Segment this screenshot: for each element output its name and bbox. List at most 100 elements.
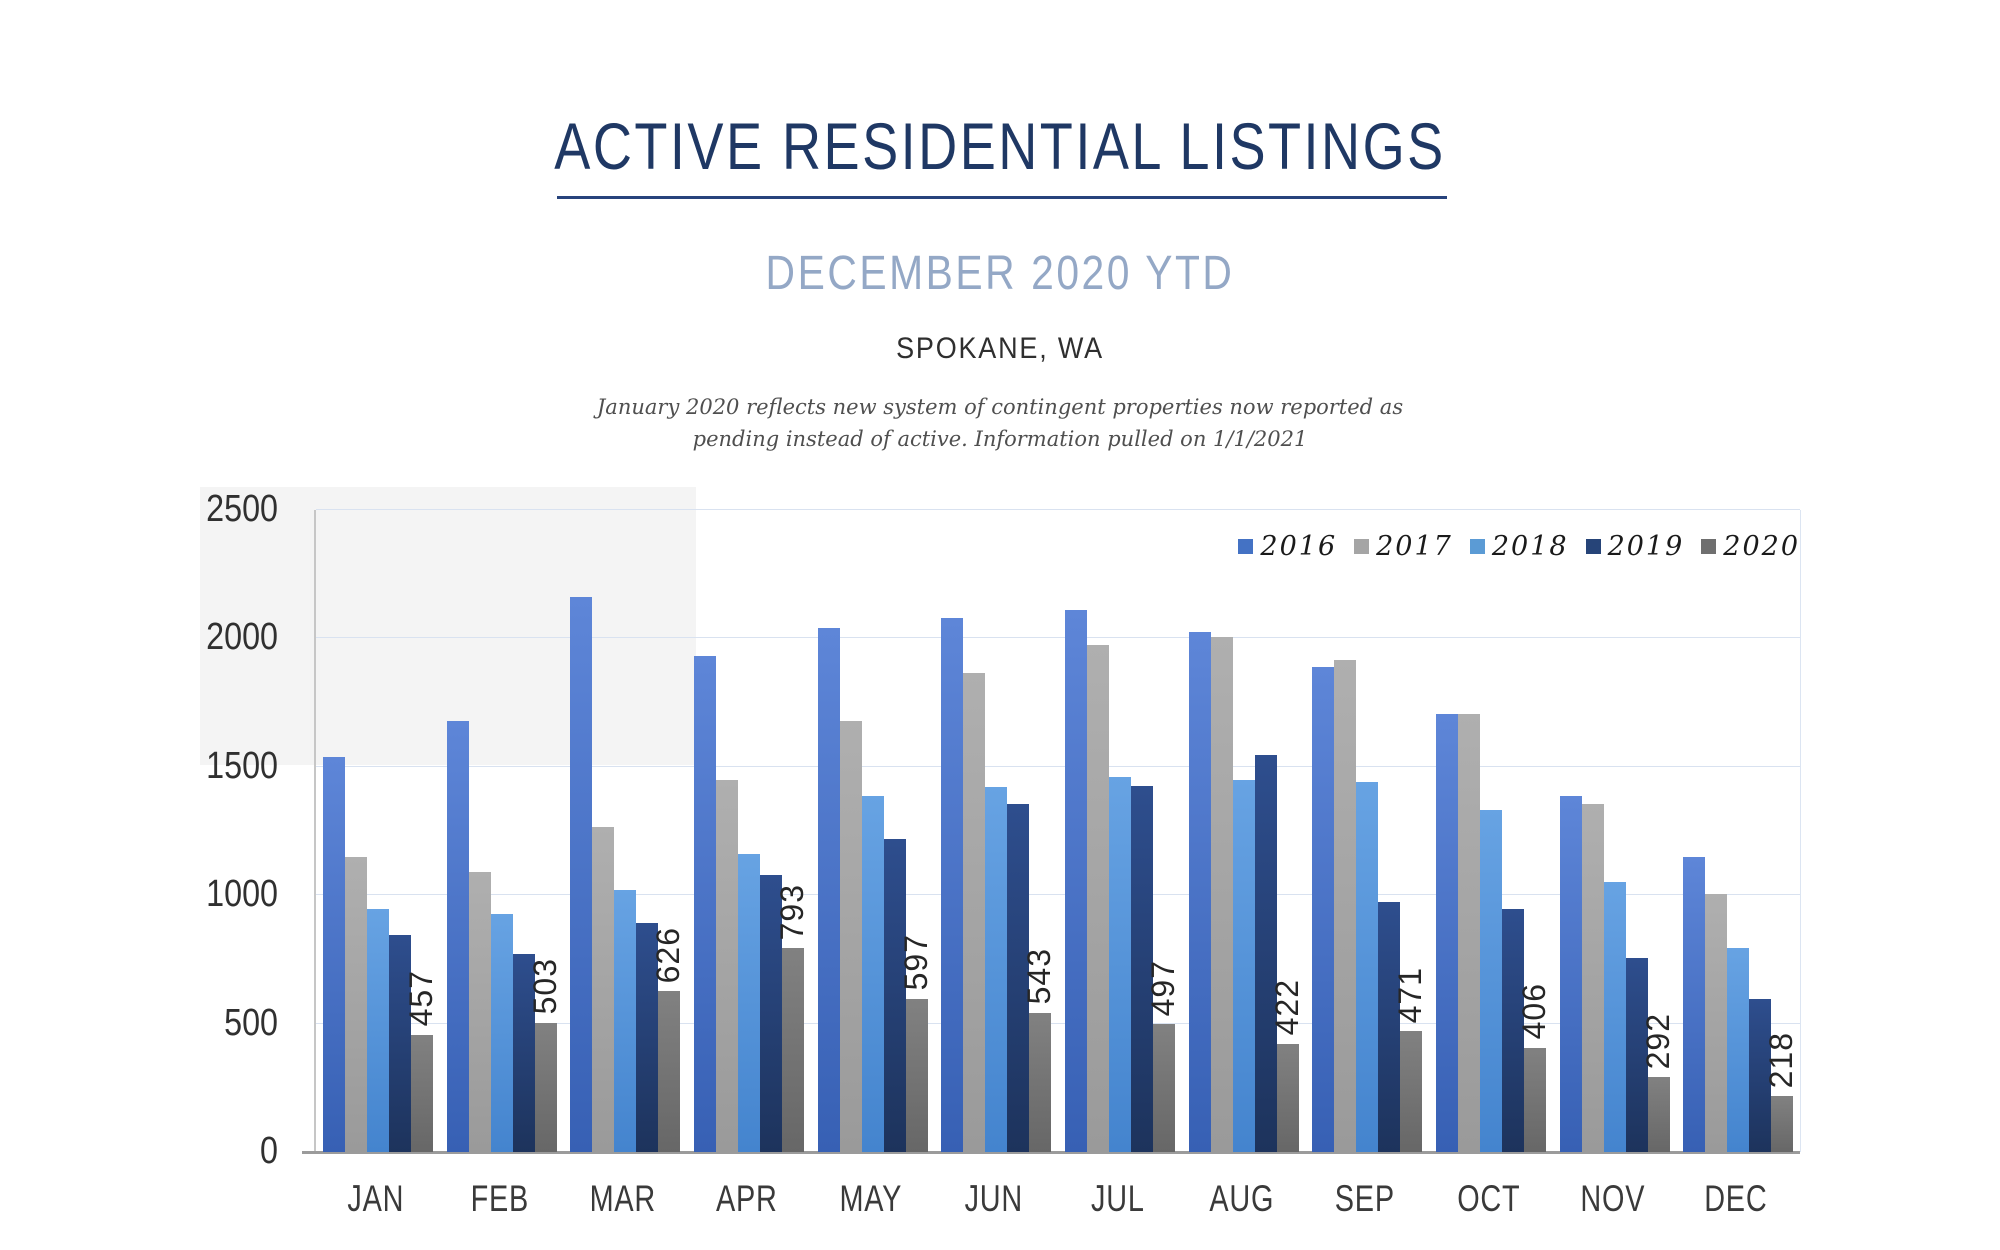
chart-subtitle: DECEMBER 2020 YTD [765,247,1235,300]
bar-2017-DEC [1705,893,1728,1152]
data-label-2020-AUG: 422 [1268,979,1305,1036]
month-label-SEP: SEP [1335,1178,1396,1219]
data-label-2020-MAY: 597 [897,934,934,991]
legend-label-2016: 2016 [1260,531,1338,562]
month-label-MAY: MAY [839,1178,902,1219]
month-label-OCT: OCT [1457,1178,1521,1219]
month-label-AUG: AUG [1209,1178,1274,1219]
bar-2017-NOV [1581,804,1604,1152]
bar-2020-JAN [410,1034,433,1152]
bar-2018-DEC [1727,947,1750,1152]
bar-2016-DEC [1683,856,1706,1152]
chart-note-line2: pending instead of active. Information p… [692,427,1308,451]
bar-2018-SEP [1356,782,1379,1152]
legend-label-2018: 2018 [1491,531,1569,562]
bar-2017-MAR [592,827,615,1152]
bar-2017-OCT [1457,714,1480,1152]
bar-2018-JUN [985,787,1008,1152]
x-axis-category-labels: JAN FEB MAR APR MAY JUN JUL AUG SEP OCT NOV DEC [314,1178,1798,1228]
bar-2018-AUG [1232,779,1255,1152]
legend: 2016 2017 2018 2019 2020 [1238,531,1800,562]
bar-2016-NOV [1559,796,1582,1152]
legend-item-2018: 2018 [1469,531,1569,562]
y-tick-label-1500: 1500 [206,744,278,787]
y-tick-label-0: 0 [260,1130,278,1172]
bar-2019-JAN [388,935,411,1152]
bar-2017-FEB [468,872,491,1152]
legend-swatch-2020 [1701,539,1717,554]
bar-2020-MAR [658,991,681,1152]
bar-2016-OCT [1435,714,1458,1152]
chart-note-line1: January 2020 reflects new system of cont… [596,395,1404,419]
legend-item-2019: 2019 [1585,531,1685,562]
bar-2017-JUN [963,673,986,1152]
y-axis-tick-labels: 0 500 1000 1500 2000 2500 [110,488,290,1172]
legend-swatch-2019 [1585,539,1601,554]
bar-2020-SEP [1400,1031,1423,1152]
bar-2019-NOV [1625,958,1648,1152]
gridline-500 [316,1022,1800,1024]
bar-2020-MAY [905,998,928,1152]
data-label-2020-OCT: 406 [1516,983,1553,1040]
bar-2019-JUL [1130,786,1153,1152]
bar-2019-JUN [1007,804,1030,1152]
bar-2017-SEP [1334,660,1357,1152]
bar-2019-DEC [1749,999,1772,1152]
bar-2016-FEB [446,720,469,1152]
month-label-JUL: JUL [1090,1178,1145,1219]
data-label-2020-APR: 793 [774,883,811,941]
bar-2020-JUN [1029,1012,1052,1152]
bar-2019-SEP [1378,901,1401,1152]
bar-2020-DEC [1771,1096,1794,1152]
gridline-1000 [316,894,1800,896]
bar-2016-JUL [1064,610,1087,1152]
bar-2020-JUL [1152,1024,1175,1152]
data-label-2020-FEB: 503 [526,958,563,1015]
legend-label-2017: 2017 [1376,531,1453,562]
month-label-FEB: FEB [470,1178,529,1219]
bar-2019-FEB [512,954,535,1152]
month-label-NOV: NOV [1580,1178,1645,1219]
bar-2017-JUL [1086,644,1109,1152]
y-tick-label-2500: 2500 [206,488,278,530]
legend-label-2019: 2019 [1607,531,1685,562]
bar-2019-MAR [636,923,659,1152]
bar-2019-AUG [1254,755,1277,1152]
bar-2020-FEB [534,1022,557,1152]
month-label-DEC: DEC [1704,1178,1768,1219]
chart-background-shade [200,487,696,765]
bar-2018-JUL [1108,777,1131,1152]
bar-2019-MAY [883,838,906,1152]
chart-title: ACTIVE RESIDENTIAL LISTINGS [554,109,1446,183]
data-label-2020-JUN: 543 [1021,948,1058,1005]
data-label-2020-JUL: 497 [1145,959,1182,1017]
bar-2018-FEB [490,914,513,1152]
bar-2019-OCT [1501,909,1524,1152]
data-label-2020-NOV: 292 [1639,1012,1676,1070]
bar-2018-OCT [1479,810,1502,1152]
legend-swatch-2017 [1354,539,1370,554]
legend-item-2020: 2020 [1701,531,1800,562]
title-underline [557,196,1447,199]
bar-2018-MAY [861,796,884,1152]
bar-2016-SEP [1312,666,1335,1152]
bar-2017-APR [715,779,738,1152]
chart-location: SPOKANE, WA [896,332,1104,365]
bar-2018-NOV [1603,882,1626,1152]
gridline-2000 [316,637,1800,639]
month-label-APR: APR [715,1178,778,1219]
bar-2020-APR [781,948,804,1152]
legend-item-2017: 2017 [1354,531,1453,562]
legend-label-2020: 2020 [1723,531,1800,562]
gridline-2500 [316,509,1800,510]
bar-2018-MAR [614,890,637,1152]
legend-swatch-2018 [1469,539,1485,554]
y-tick-label-500: 500 [224,1001,278,1044]
x-axis-line [302,1151,1800,1154]
bar-2018-APR [737,854,760,1152]
y-tick-label-1000: 1000 [206,873,278,916]
bar-2016-MAR [570,597,593,1152]
data-label-2020-SEP: 471 [1392,966,1429,1024]
month-label-JUN: JUN [964,1178,1024,1219]
